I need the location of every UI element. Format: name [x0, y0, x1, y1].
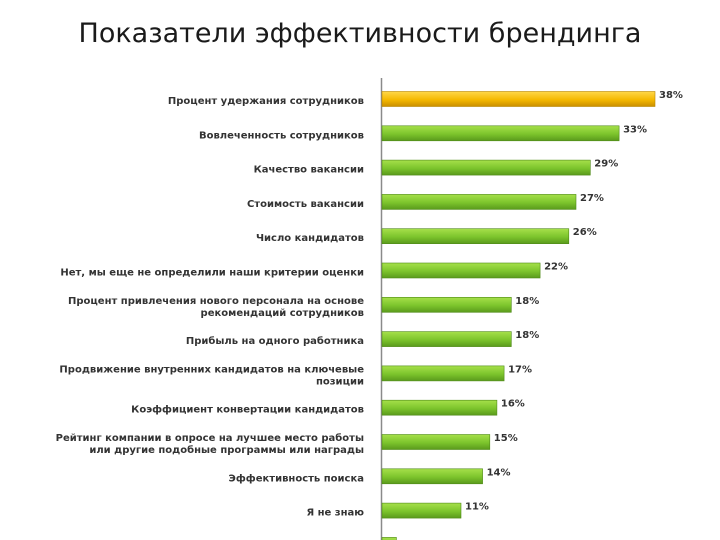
category-label: Число кандидатов	[256, 233, 364, 244]
value-label: 22%	[544, 262, 568, 273]
category-label-line: Стоимость вакансии	[247, 199, 364, 210]
bar	[381, 91, 656, 107]
slide-title: Показатели эффективности брендинга	[78, 18, 642, 49]
value-label: 16%	[501, 399, 525, 410]
value-label: 18%	[515, 330, 539, 341]
category-label-line: Нет, мы еще не определили наши критерии …	[60, 268, 364, 279]
bar	[381, 296, 512, 313]
category-label: Продвижение внутренних кандидатов на клю…	[59, 364, 364, 387]
category-label: Качество вакансии	[254, 165, 364, 176]
category-label-line: Прибыль на одного работника	[186, 335, 364, 347]
value-label: 14%	[487, 467, 511, 478]
value-label: 29%	[594, 159, 618, 170]
category-label-line: Число кандидатов	[256, 233, 364, 244]
value-label: 15%	[494, 433, 518, 444]
bar	[381, 502, 462, 519]
category-label: Коэффициент конвертации кандидатов	[131, 404, 364, 416]
bar	[381, 262, 541, 279]
bar	[381, 194, 577, 210]
bar	[381, 434, 491, 450]
bars-layer: 38% Процент удержания сотрудников 33% Вовле…	[56, 90, 683, 540]
category-label: Эффективность поиска	[229, 472, 364, 484]
value-label: 11%	[465, 502, 489, 513]
category-label: Я не знаю	[306, 508, 364, 519]
category-label-line: Продвижение внутренних кандидатов на клю…	[59, 364, 364, 375]
bar	[381, 228, 570, 244]
category-label-line: рекомендаций сотрудников	[201, 308, 364, 319]
category-label-line: Рейтинг компании в опросе на лучшее мест…	[56, 432, 364, 444]
value-label: 26%	[573, 227, 597, 238]
category-label-line: Коэффициент конвертации кандидатов	[131, 404, 364, 416]
bar	[381, 365, 505, 382]
category-label-line: Процент удержания сотрудников	[168, 96, 364, 107]
category-label: Процент удержания сотрудников	[168, 96, 364, 107]
category-label-line: позиции	[316, 376, 364, 387]
category-label-line: Эффективность поиска	[229, 472, 364, 484]
bar	[381, 399, 498, 416]
value-label: 17%	[508, 364, 532, 375]
category-label-line: Вовлеченность сотрудников	[199, 130, 364, 141]
category-label: Рейтинг компании в опросе на лучшее мест…	[56, 432, 364, 456]
category-label: Вовлеченность сотрудников	[199, 130, 364, 141]
bar	[381, 331, 512, 347]
category-label-line: Качество вакансии	[254, 165, 364, 176]
value-label: 27%	[580, 193, 604, 204]
category-label-line: Я не знаю	[306, 508, 364, 519]
category-label: Стоимость вакансии	[247, 199, 364, 210]
value-label: 33%	[623, 124, 647, 135]
category-label: Процент привлечения нового персонала на …	[68, 296, 364, 319]
category-label-line: или другие подобные программы или наград…	[89, 444, 364, 456]
value-label: 38%	[659, 90, 683, 101]
bar	[381, 159, 591, 176]
category-label: Нет, мы еще не определили наши критерии …	[60, 268, 364, 279]
bar	[381, 537, 397, 540]
bar	[381, 125, 620, 142]
category-label: Прибыль на одного работника	[186, 335, 364, 347]
value-label: 18%	[515, 296, 539, 307]
bar	[381, 468, 483, 485]
category-label-line: Процент привлечения нового персонала на …	[68, 296, 364, 307]
